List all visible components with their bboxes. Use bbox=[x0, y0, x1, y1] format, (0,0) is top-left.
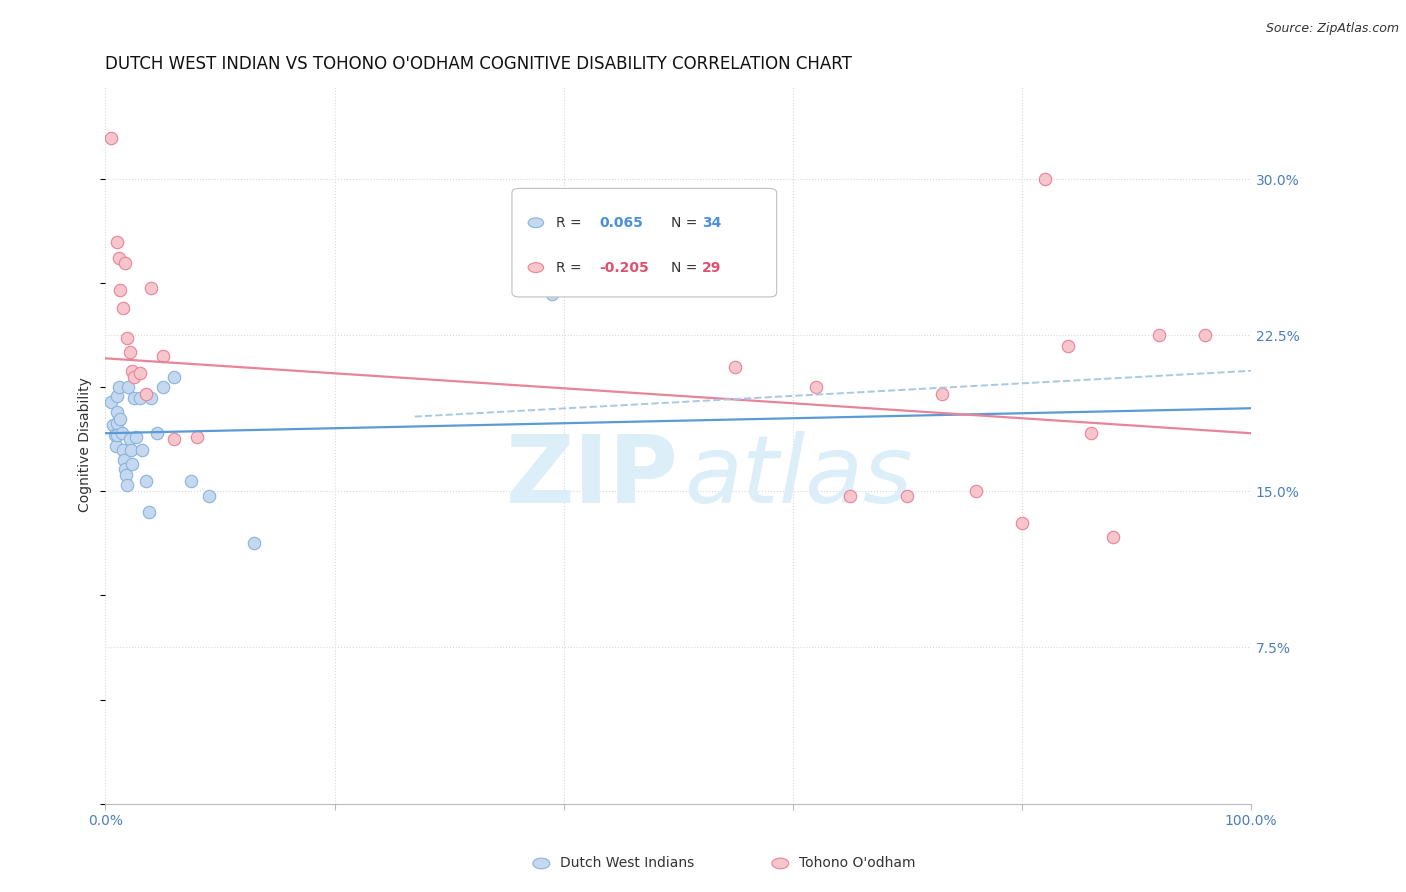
Point bbox=[112, 453, 135, 467]
Point bbox=[197, 489, 219, 503]
Point bbox=[105, 235, 128, 249]
Point bbox=[152, 380, 174, 394]
Point bbox=[117, 380, 139, 394]
Text: atlas: atlas bbox=[683, 432, 912, 523]
Point bbox=[931, 386, 953, 401]
Point bbox=[120, 442, 142, 457]
Point bbox=[104, 439, 127, 453]
Text: R =: R = bbox=[555, 260, 585, 275]
Point bbox=[128, 391, 150, 405]
Point bbox=[114, 461, 136, 475]
Text: -0.205: -0.205 bbox=[599, 260, 650, 275]
Point bbox=[141, 280, 163, 294]
Text: DUTCH WEST INDIAN VS TOHONO O'ODHAM COGNITIVE DISABILITY CORRELATION CHART: DUTCH WEST INDIAN VS TOHONO O'ODHAM COGN… bbox=[105, 55, 852, 73]
Text: N =: N = bbox=[671, 260, 702, 275]
Point bbox=[118, 433, 141, 447]
Point bbox=[1147, 328, 1170, 343]
Point bbox=[1011, 516, 1033, 530]
Point bbox=[1080, 426, 1102, 441]
Point bbox=[1194, 328, 1216, 343]
Point bbox=[186, 430, 208, 444]
Y-axis label: Cognitive Disability: Cognitive Disability bbox=[79, 377, 93, 512]
Text: ZIP: ZIP bbox=[505, 431, 678, 523]
Point bbox=[122, 370, 145, 384]
Point bbox=[110, 426, 132, 441]
Point bbox=[163, 370, 186, 384]
Point bbox=[121, 458, 143, 472]
Point bbox=[110, 283, 132, 297]
Point bbox=[105, 405, 128, 419]
Point bbox=[121, 364, 143, 378]
Point bbox=[115, 467, 138, 482]
Point bbox=[108, 252, 131, 266]
Point bbox=[122, 391, 145, 405]
Point bbox=[1102, 530, 1125, 544]
Point bbox=[105, 416, 128, 430]
Text: N =: N = bbox=[671, 216, 702, 230]
Point bbox=[115, 478, 138, 492]
Text: 29: 29 bbox=[702, 260, 721, 275]
Point bbox=[100, 131, 122, 145]
Point bbox=[108, 380, 131, 394]
Point bbox=[965, 484, 987, 499]
Point bbox=[131, 442, 153, 457]
Point bbox=[896, 489, 918, 503]
Point bbox=[180, 474, 202, 488]
Point bbox=[111, 442, 134, 457]
Point bbox=[111, 301, 134, 316]
Point bbox=[146, 426, 169, 441]
Point bbox=[1056, 339, 1078, 353]
Point bbox=[152, 349, 174, 363]
Text: R =: R = bbox=[555, 216, 585, 230]
Point bbox=[163, 433, 186, 447]
Point bbox=[804, 380, 827, 394]
Point bbox=[135, 386, 157, 401]
Point bbox=[724, 359, 747, 374]
Point bbox=[243, 536, 266, 550]
Point bbox=[541, 286, 564, 301]
Point bbox=[125, 430, 148, 444]
Point bbox=[138, 505, 160, 519]
Point bbox=[105, 428, 128, 442]
Point bbox=[114, 255, 136, 269]
Point bbox=[141, 391, 163, 405]
Point bbox=[100, 395, 122, 409]
Point bbox=[115, 330, 138, 344]
Point bbox=[128, 366, 150, 380]
Point bbox=[110, 411, 132, 425]
Point bbox=[103, 417, 125, 432]
Text: 0.065: 0.065 bbox=[599, 216, 643, 230]
Text: Dutch West Indians: Dutch West Indians bbox=[560, 856, 693, 871]
Text: Tohono O'odham: Tohono O'odham bbox=[799, 856, 915, 871]
Point bbox=[1033, 172, 1056, 186]
Text: 34: 34 bbox=[702, 216, 721, 230]
Text: Source: ZipAtlas.com: Source: ZipAtlas.com bbox=[1265, 22, 1399, 36]
Point bbox=[135, 474, 157, 488]
Point bbox=[118, 345, 141, 359]
Point bbox=[104, 428, 127, 442]
Point bbox=[839, 489, 862, 503]
Point bbox=[105, 389, 128, 403]
